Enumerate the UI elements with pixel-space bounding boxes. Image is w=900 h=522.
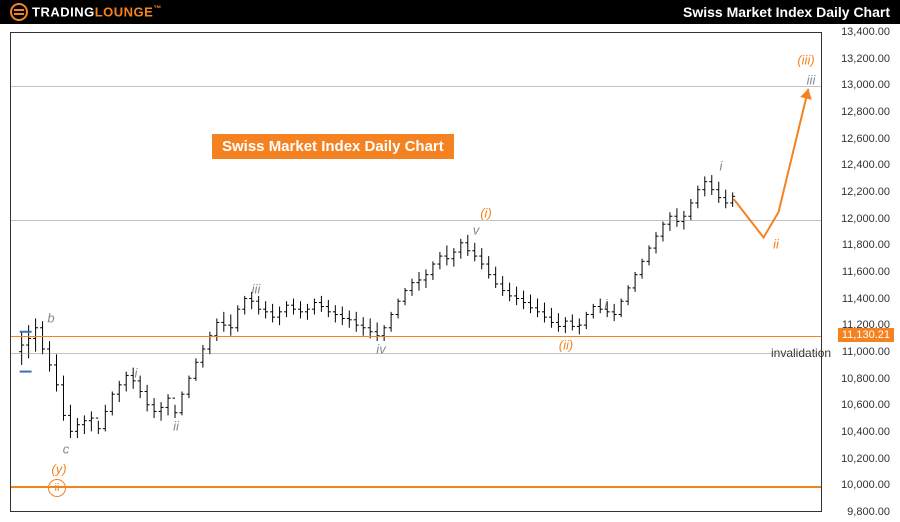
- y-tick: 13,000.00: [841, 79, 890, 91]
- chart-title-box: Swiss Market Index Daily Chart: [211, 133, 455, 160]
- y-tick: 10,200.00: [841, 453, 890, 465]
- y-tick: 11,000.00: [842, 346, 890, 358]
- y-tick: 10,800.00: [841, 373, 890, 385]
- wave-label: iii: [252, 282, 261, 297]
- y-tick: 9,800.00: [847, 506, 890, 518]
- logo-tm: ™: [153, 4, 162, 13]
- y-tick: 12,800.00: [841, 106, 890, 118]
- ohlc-svg: [11, 33, 821, 511]
- gridline: [11, 353, 821, 354]
- wave-label: (ii): [559, 338, 573, 353]
- y-tick: 10,000.00: [841, 479, 890, 491]
- orange-line: [11, 486, 821, 488]
- price-tag: 11,130.21: [838, 328, 894, 342]
- wave-label: i: [135, 366, 138, 381]
- logo-text: TRADINGLOUNGE™: [32, 4, 162, 19]
- wave-label: i: [720, 159, 723, 174]
- gridline: [11, 220, 821, 221]
- chart-container: Swiss Market Index Daily Chart invalidat…: [0, 24, 900, 522]
- logo: TRADINGLOUNGE™: [10, 3, 162, 21]
- y-tick: 13,400.00: [841, 26, 890, 38]
- wave-label: (y): [51, 462, 66, 477]
- wave-label: v: [473, 223, 480, 238]
- wave-label: c: [63, 442, 70, 457]
- wave-label: ii: [773, 236, 779, 251]
- logo-lounge: LOUNGE: [95, 5, 154, 20]
- y-tick: 12,600.00: [841, 133, 890, 145]
- y-tick: 11,600.00: [842, 266, 890, 278]
- y-tick: 12,400.00: [841, 159, 890, 171]
- header-bar: TRADINGLOUNGE™ Swiss Market Index Daily …: [0, 0, 900, 24]
- y-axis: 9,800.0010,000.0010,200.0010,400.0010,60…: [824, 32, 894, 512]
- y-tick: 13,200.00: [841, 53, 890, 65]
- wave-label: (iii): [797, 52, 814, 67]
- wave-label: i: [605, 296, 608, 311]
- y-tick: 11,800.00: [842, 239, 890, 251]
- gridline: [11, 86, 821, 87]
- wave-label: b: [47, 311, 54, 326]
- wave-label: ii: [173, 419, 179, 434]
- logo-trading: TRADING: [32, 5, 95, 20]
- logo-icon: [10, 3, 28, 21]
- wave-label: ii: [48, 479, 66, 497]
- header-title: Swiss Market Index Daily Chart: [683, 4, 890, 20]
- wave-label: iii: [807, 72, 816, 87]
- wave-label: (i): [480, 206, 492, 221]
- plot-area[interactable]: Swiss Market Index Daily Chart invalidat…: [10, 32, 822, 512]
- y-tick: 10,400.00: [841, 426, 890, 438]
- y-tick: 10,600.00: [841, 399, 890, 411]
- y-tick: 11,400.00: [842, 293, 890, 305]
- y-tick: 12,000.00: [841, 213, 890, 225]
- y-tick: 12,200.00: [841, 186, 890, 198]
- orange-line: [11, 336, 821, 337]
- wave-label: iv: [376, 342, 385, 357]
